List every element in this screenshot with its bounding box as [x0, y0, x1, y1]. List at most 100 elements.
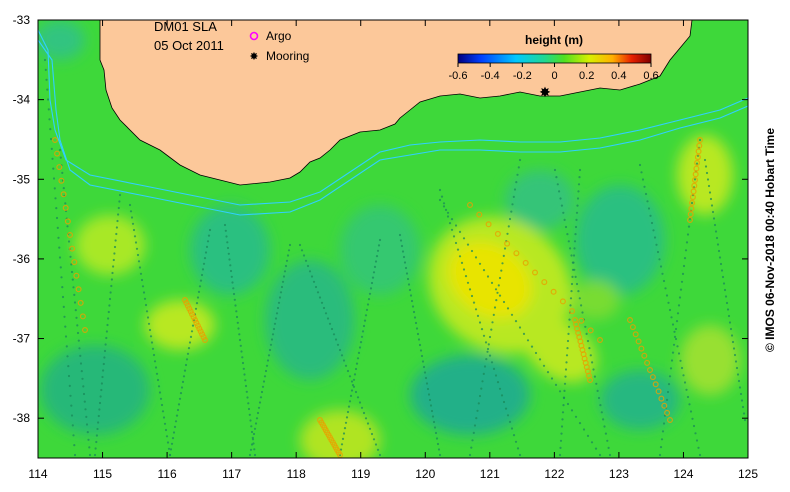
track-dot: [712, 217, 716, 220]
track-ring: [550, 288, 557, 295]
track-ring: [646, 367, 653, 374]
track-dot: [575, 218, 578, 221]
credit-text: © IMOS 06-Nov-2018 00:40 Hobart Time: [763, 128, 777, 352]
track-dot: [506, 232, 509, 235]
track-dot: [54, 197, 57, 200]
track-dot: [245, 390, 248, 393]
track-dot: [80, 370, 83, 373]
track-dot: [166, 441, 170, 444]
track-dot: [464, 275, 468, 278]
track-dot: [298, 243, 302, 247]
track-dot: [203, 257, 207, 260]
track-dot: [72, 434, 75, 437]
track-dot: [53, 187, 56, 190]
track-dot: [145, 310, 149, 313]
track-dot: [576, 197, 580, 200]
track-dot: [466, 243, 470, 246]
track-dot: [665, 398, 669, 401]
track-dot: [556, 183, 559, 186]
track-dot: [668, 308, 672, 312]
track-dot: [501, 262, 504, 265]
track-dot: [241, 356, 244, 359]
track-dot: [175, 414, 179, 417]
track-dot: [603, 425, 606, 428]
track-ring: [494, 230, 501, 237]
track-dot: [117, 206, 120, 210]
track-dot: [571, 275, 574, 278]
track-ring: [202, 337, 209, 344]
track-dot: [270, 338, 274, 341]
argo-label: Argo: [266, 29, 292, 43]
track-dot: [728, 321, 732, 324]
track-ring: [649, 374, 656, 381]
track-dot: [320, 301, 324, 304]
track-dot: [665, 294, 669, 297]
track-ring: [71, 259, 78, 266]
track-dot: [235, 310, 238, 313]
track-dot: [169, 448, 173, 451]
track-dot: [669, 367, 673, 370]
track-dot: [361, 330, 365, 333]
track-dot: [667, 383, 671, 386]
track-dot: [564, 375, 567, 378]
track-dot: [340, 443, 344, 446]
track-dot: [454, 241, 458, 245]
track-dot: [480, 387, 483, 390]
track-dot: [476, 314, 480, 317]
track-ring: [692, 171, 699, 178]
track-dot: [349, 394, 353, 397]
track-dot: [563, 218, 566, 221]
track-dot: [100, 382, 103, 385]
track-dot: [60, 276, 63, 279]
track-dot: [87, 438, 90, 441]
track-dot: [677, 352, 681, 355]
track-dot: [366, 303, 370, 306]
track-dot: [427, 393, 431, 396]
track-dot: [674, 327, 678, 331]
track-dot: [723, 288, 727, 292]
track-dot: [502, 254, 505, 257]
track-dot: [67, 365, 70, 368]
track-dot: [254, 422, 258, 425]
track-dot: [474, 308, 478, 311]
track-dot: [717, 249, 721, 253]
track-dot: [188, 341, 192, 344]
x-tick-label: 114: [28, 467, 47, 481]
track-dot: [378, 238, 382, 242]
track-dot: [570, 282, 574, 286]
isobath-inner: [38, 29, 748, 206]
track-dot: [159, 397, 163, 400]
track-dot: [478, 321, 482, 324]
track-dot: [599, 404, 602, 407]
track-dot: [66, 225, 69, 228]
track-dot: [440, 195, 444, 198]
track-dot: [173, 425, 177, 428]
track-dot: [374, 260, 378, 263]
track-dot: [414, 321, 418, 325]
track-dot: [698, 138, 702, 142]
track-dot: [273, 322, 277, 325]
track-dot: [600, 411, 603, 414]
track-dot: [588, 347, 591, 350]
track-dot: [560, 432, 563, 435]
colorbar-tick-label: -0.4: [481, 70, 500, 82]
track-dot: [407, 283, 411, 286]
track-dot: [52, 167, 55, 170]
track-ring: [626, 317, 633, 324]
track-dot: [482, 334, 486, 337]
track-dot: [575, 282, 579, 286]
track-dot: [596, 389, 599, 392]
track-dot: [486, 350, 489, 353]
track-dot: [229, 269, 233, 273]
track-dot: [458, 255, 462, 258]
track-dot: [602, 418, 605, 421]
track-dot: [344, 421, 348, 424]
track-ring: [51, 137, 58, 144]
track-dot: [559, 197, 562, 200]
track-dot: [428, 398, 432, 402]
track-dot: [495, 299, 498, 302]
track-dot: [378, 453, 382, 457]
track-dot: [595, 382, 598, 385]
track-dot: [234, 304, 237, 307]
track-dot: [569, 247, 572, 250]
